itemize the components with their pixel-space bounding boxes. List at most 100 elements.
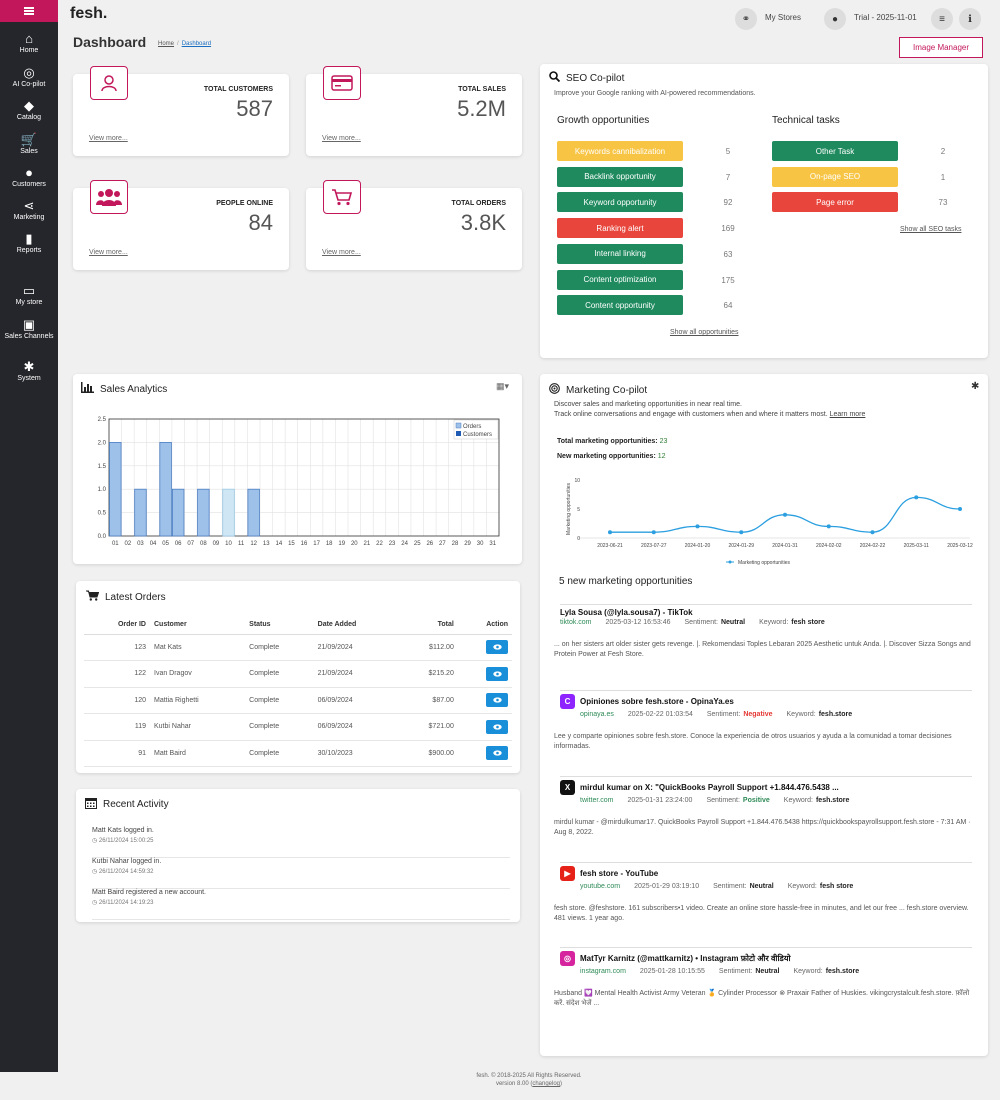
sidebar-item-catalog[interactable]: ◆ Catalog (0, 97, 58, 124)
show-all-seo-tasks-link[interactable]: Show all SEO tasks (900, 226, 962, 233)
changelog-link[interactable]: changelog (532, 1081, 561, 1087)
opportunity-item[interactable]: ◎ MatTyr Karnitz (@mattkarnitz) • Instagr… (554, 951, 972, 1009)
breadcrumb-home[interactable]: Home (158, 41, 175, 47)
sales-analytics-card: Sales Analytics ▦▾ 0.0 0.5 1.0 1.5 2.0 2.5 01 0… (73, 374, 522, 564)
data-point-5 (826, 524, 831, 529)
opportunity-item[interactable]: ▶ fesh store - YouTube youtube.com 2025-01-… (554, 866, 972, 924)
source-logo-icon: C (560, 694, 575, 709)
breadcrumb-dashboard[interactable]: Dashboard (181, 41, 212, 47)
growth-tag[interactable]: Keyword opportunity (557, 192, 683, 213)
activity-text: Matt Baird registered a new account. (92, 889, 207, 896)
growth-tag[interactable]: Backlink opportunity (557, 166, 683, 187)
calendar-dropdown-icon[interactable]: ▦▾ (496, 381, 510, 391)
gear-icon[interactable]: ✱ (971, 381, 980, 392)
growth-count: 169 (721, 224, 735, 234)
sidebar-item-sales-channels[interactable]: ▣ Sales Channels (0, 316, 58, 343)
opportunity-source[interactable]: youtube.com (580, 883, 621, 890)
sidebar-item-my-store[interactable]: ▭ My store (0, 282, 58, 309)
x-tick-label: 2025-03-11 (904, 543, 929, 549)
y-tick-label: 0.5 (98, 511, 107, 517)
learn-more-link[interactable]: Learn more (829, 411, 866, 418)
view-more-link[interactable]: View more... (322, 135, 361, 142)
sidebar-item-reports[interactable]: ▮ Reports (0, 230, 58, 257)
activity-date-row: ◷ 26/11/2024 14:59:32 (92, 868, 510, 875)
order-action (457, 740, 512, 767)
sidebar-item-system[interactable]: ✱ System (0, 358, 58, 385)
view-more-link[interactable]: View more... (322, 249, 361, 256)
opportunity-title[interactable]: fesh store - YouTube (580, 869, 659, 878)
x-tick-label: 2023-07-27 (641, 543, 667, 549)
opportunity-title[interactable]: mirdul kumar on X: "QuickBooks Payroll S… (580, 783, 839, 792)
sidebar-item-customers[interactable]: ● Customers (0, 164, 58, 191)
sidebar-item-ai-co-pilot[interactable]: ◎ AI Co-pilot (0, 64, 58, 91)
target-icon (549, 383, 560, 397)
clock-icon: ◷ (92, 900, 99, 906)
technical-tag[interactable]: Page error (772, 192, 898, 213)
gear-icon: ✱ (23, 359, 35, 374)
opportunity-keyword: Keyword: fesh.store (784, 797, 850, 804)
growth-tag[interactable]: Internal linking (557, 243, 683, 264)
opportunity-header: ▶ fesh store - YouTube (560, 866, 972, 881)
marketing-line-1: Discover sales and marketing opportuniti… (554, 401, 742, 408)
bar-orders-10 (222, 488, 235, 537)
order-customer: Mattia Righetti (150, 687, 246, 714)
growth-tag[interactable]: Keywords cannibalization (557, 141, 683, 161)
opportunity-source[interactable]: twitter.com (580, 797, 614, 804)
show-all-opportunities-link[interactable]: Show all opportunities (670, 329, 739, 336)
x-tick-label: 2023-06-21 (597, 543, 623, 549)
marketing-line-2: Track online conversations and engage wi… (554, 411, 865, 418)
keyword-value: fesh store (819, 883, 854, 890)
activity-text: Matt Kats logged in. (92, 827, 154, 834)
growth-tag[interactable]: Content optimization (557, 269, 683, 290)
hamburger-icon[interactable]: ≡ (931, 8, 953, 30)
user-icon[interactable]: ● (824, 8, 846, 30)
technical-tag[interactable]: On-page SEO (772, 166, 898, 187)
order-status: Complete (245, 713, 314, 741)
info-icon[interactable]: ℹ (959, 8, 981, 30)
opportunity-meta: tiktok.com 2025-03-12 16:53:46 Sentiment: N… (560, 619, 972, 626)
opportunity-source[interactable]: tiktok.com (560, 619, 592, 626)
sidebar-toggle[interactable] (0, 0, 58, 22)
opportunity-source[interactable]: opinaya.es (580, 711, 614, 718)
opportunity-divider (560, 862, 972, 863)
activity-date-row: ◷ 26/11/2024 14:19:23 (92, 899, 510, 906)
growth-tag[interactable]: Ranking alert (557, 218, 683, 239)
opportunity-title[interactable]: MatTyr Karnitz (@mattkarnitz) • Instagra… (580, 954, 791, 963)
sidebar-item-label: Sales Channels (4, 333, 54, 340)
sidebar-item-marketing[interactable]: ⋖ Marketing (0, 197, 58, 224)
opportunity-item[interactable]: C Opiniones sobre fesh.store - OpinaYa.es… (554, 694, 972, 752)
sidebar-item-home[interactable]: ⌂ Home (0, 30, 58, 57)
marketing-title: Marketing Co-pilot (549, 383, 647, 397)
my-stores-link[interactable]: My Stores (765, 13, 802, 22)
monitor-icon: ▭ (22, 283, 36, 298)
view-more-link[interactable]: View more... (89, 135, 128, 142)
view-order-button[interactable] (486, 719, 508, 734)
trial-label[interactable]: Trial - 2025-11-01 (854, 13, 917, 22)
opportunity-title[interactable]: Opiniones sobre fesh.store - OpinaYa.es (580, 697, 734, 706)
sidebar-item-sales[interactable]: 🛒 Sales (0, 131, 58, 158)
view-order-button[interactable] (486, 666, 508, 681)
keyword-value: fesh store (791, 619, 825, 626)
brand-logo[interactable]: fesh. (70, 5, 108, 22)
footer-copyright: fesh. © 2018-2025 All Rights Reserved. (476, 1073, 582, 1079)
column-header: Status (245, 615, 314, 635)
view-order-button[interactable] (486, 640, 508, 655)
opportunity-item[interactable]: Lyla Sousa (@lyla.sousa7) - TikTok tiktok… (554, 608, 972, 660)
link-icon[interactable]: ⚭ (735, 8, 757, 30)
sentiment-label: Sentiment: (706, 797, 740, 804)
growth-tag[interactable]: Content opportunity (557, 295, 683, 316)
keyword-label: Keyword: (783, 797, 813, 804)
column-header: Total (397, 615, 458, 635)
opportunity-source[interactable]: instagram.com (580, 968, 626, 975)
x-tick-label: 22 (376, 541, 383, 547)
view-order-button[interactable] (486, 746, 508, 761)
view-order-button[interactable] (486, 693, 508, 708)
y-tick-label: 2.0 (98, 440, 107, 446)
order-total: $900.00 (397, 740, 458, 767)
technical-count: 1 (940, 172, 946, 182)
technical-tag[interactable]: Other Task (772, 141, 898, 161)
opportunity-title[interactable]: Lyla Sousa (@lyla.sousa7) - TikTok (560, 608, 693, 617)
image-manager-button[interactable]: Image Manager (899, 37, 983, 58)
view-more-link[interactable]: View more... (89, 249, 128, 256)
